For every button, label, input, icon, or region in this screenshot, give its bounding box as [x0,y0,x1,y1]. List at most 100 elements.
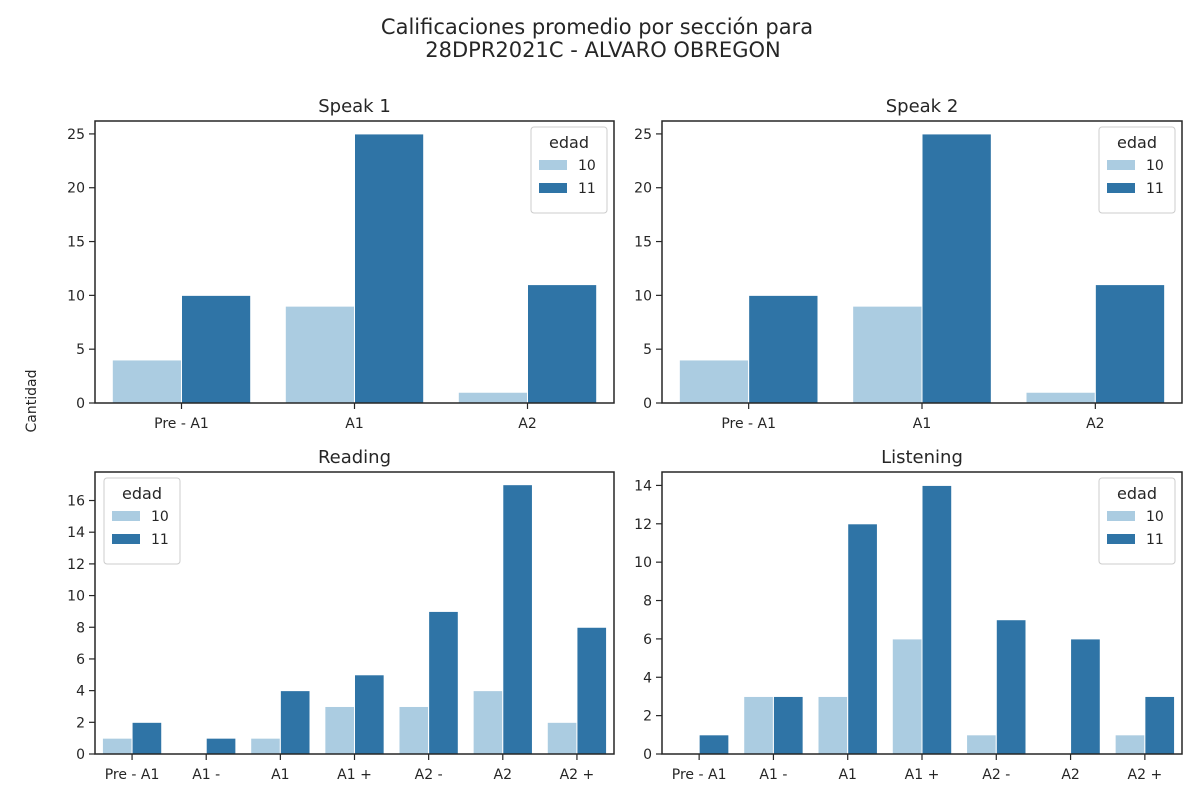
y-tick-label: 16 [67,494,85,510]
x-tick-label: A2 [518,416,536,432]
bar-A2-edad-10 [472,690,504,755]
y-tick-label: 6 [643,632,652,648]
legend: edad 10 11 [1098,126,1176,214]
y-tick-label: 15 [67,235,85,251]
y-tick-label: 0 [76,396,85,412]
y-tick-label: 8 [76,620,85,636]
legend-title: edad [1117,133,1157,152]
bar-A1-edad-10 [817,695,849,755]
x-tick-label: A1 [838,767,856,783]
y-tick-label: 0 [76,747,85,763]
legend: edad 10 11 [103,477,181,565]
x-tick-label: Pre - A1 [721,416,776,432]
bar-A2-edad-11 [1094,284,1166,404]
legend: edad 10 11 [1098,477,1176,565]
y-tick-label: 10 [67,589,85,605]
x-tick-label: A1 [345,416,363,432]
x-tick-label: A2 - [415,767,443,783]
bar-A2+-edad-11 [1144,695,1176,755]
bar-A2--edad-10 [398,705,430,755]
y-tick-label: 10 [67,288,85,304]
subplot-4: Listening 0 2 4 6 8 10 12 14 Pre - A1 A1 - A1 A1 + A2… [634,447,1183,783]
bar-Pre-A1-edad-10 [678,359,750,404]
x-tick-label: A1 + [337,767,372,783]
y-tick-label: 14 [634,478,652,494]
y-tick-label: 25 [634,127,652,143]
legend-title: edad [549,133,589,152]
x-tick-label: A1 + [905,767,940,783]
legend-swatch-edad-11 [539,183,567,193]
subplot-title: Speak 2 [886,96,959,117]
subplot-3: Reading 0 2 4 6 8 10 12 14 16 Pre - A1 A1 - A1 A1 + A2… [67,447,615,783]
y-tick-label: 4 [643,670,652,686]
legend-title: edad [1117,484,1157,503]
bar-A1--edad-10 [743,695,774,755]
legend-title: edad [122,484,162,503]
y-tick-label: 12 [634,517,652,533]
bar-A2-edad-11 [527,284,598,404]
y-tick-label: 6 [76,652,85,668]
axes-frame [94,120,615,404]
subplot-title: Reading [318,447,391,468]
bar-A2-edad-11 [502,484,533,755]
y-tick-label: 20 [67,181,85,197]
bar-A2-edad-11 [1070,638,1101,755]
figure-title-line2: 28DPR2021C - ALVARO OBREGON [425,38,780,62]
bar-A1+-edad-11 [921,484,953,755]
bar-A2--edad-11 [995,619,1027,755]
y-tick-label: 2 [76,715,85,731]
legend-label-edad-10: 10 [1146,509,1164,525]
axes-frame [94,471,615,755]
x-tick-label: A2 [1061,767,1079,783]
x-tick-label: Pre - A1 [672,767,727,783]
legend: edad 10 11 [530,126,608,214]
bar-A2--edad-10 [966,734,997,755]
legend-label-edad-11: 11 [578,181,596,197]
bar-A2+-edad-10 [546,721,578,755]
bar-Pre-A1-edad-11 [698,734,730,755]
bar-A1-edad-10 [284,305,355,404]
bar-A1-edad-10 [250,737,281,755]
y-tick-label: 25 [67,127,85,143]
legend-swatch-edad-11 [1107,183,1135,193]
x-tick-label: A2 + [560,767,595,783]
bar-A1-edad-11 [847,523,878,755]
y-tick-label: 0 [643,396,652,412]
x-tick-label: A2 [494,767,512,783]
bar-A1-edad-10 [852,305,923,404]
legend-swatch-edad-10 [112,511,140,521]
legend-label-edad-11: 11 [1146,532,1164,548]
x-tick-label: A2 [1086,416,1104,432]
bar-A1-edad-11 [354,133,425,404]
axes-frame [661,120,1183,404]
bar-A2+-edad-11 [576,626,608,755]
y-axis-label: Cantidad [24,370,40,433]
bar-Pre-A1-edad-11 [181,294,252,404]
x-tick-label: Pre - A1 [105,767,160,783]
legend-swatch-edad-11 [112,534,140,544]
legend-swatch-edad-10 [539,160,567,170]
legend-label-edad-10: 10 [151,509,169,525]
bar-A1-edad-11 [921,133,992,404]
axes-frame [661,471,1183,755]
bar-Pre-A1-edad-10 [101,737,133,755]
x-tick-label: A1 [271,767,289,783]
legend-label-edad-10: 10 [578,158,596,174]
y-tick-label: 10 [634,288,652,304]
x-tick-label: A2 + [1128,767,1163,783]
bar-A1-edad-11 [279,690,311,755]
x-tick-label: A1 [913,416,931,432]
y-tick-label: 8 [643,594,652,610]
x-tick-label: A1 - [759,767,787,783]
bar-A2-edad-10 [1025,391,1096,404]
legend-label-edad-10: 10 [1146,158,1164,174]
bar-A2--edad-11 [428,610,459,755]
x-tick-label: A2 - [982,767,1010,783]
y-tick-label: 12 [67,557,85,573]
y-tick-label: 4 [76,684,85,700]
y-tick-label: 14 [67,525,85,541]
bar-A2-edad-10 [457,391,528,404]
legend-swatch-edad-10 [1107,511,1135,521]
subplot-title: Speak 1 [318,96,391,117]
